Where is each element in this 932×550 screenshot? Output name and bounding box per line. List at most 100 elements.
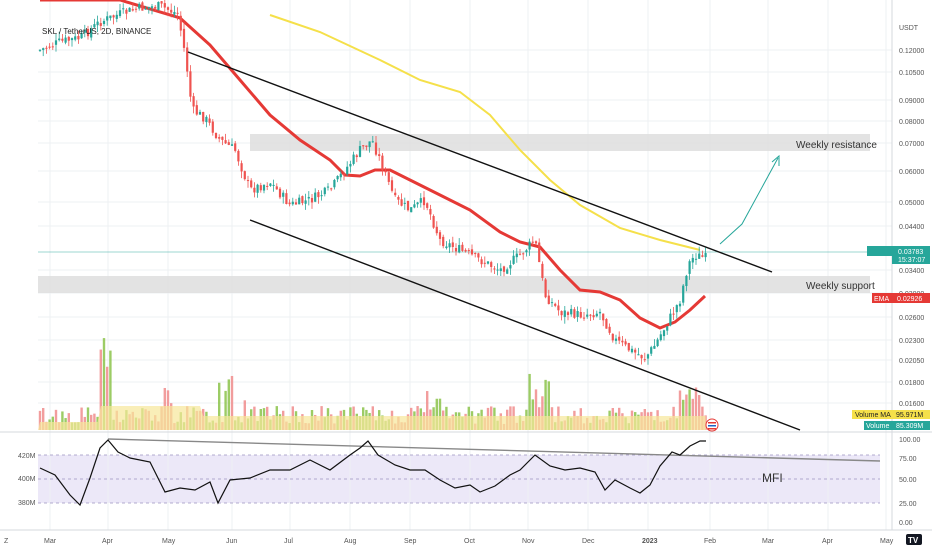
candle-body [186, 47, 189, 72]
candle-body [515, 253, 518, 258]
volume-bar [109, 350, 112, 430]
projection-arrow[interactable] [719, 157, 779, 245]
price-tick-label: 0.02050 [899, 358, 924, 365]
candle-body [618, 336, 621, 341]
mfi-trendline[interactable] [107, 438, 881, 462]
candle-body [403, 202, 406, 204]
time-tick-label: May [880, 538, 894, 545]
candle-body [368, 141, 371, 148]
volume-bar [38, 410, 42, 430]
channel-lower-line[interactable] [249, 219, 801, 431]
candle-body [611, 333, 614, 341]
candle-body [320, 195, 323, 197]
channel-upper-line[interactable] [187, 51, 773, 273]
candle-body [682, 285, 685, 303]
volume-bar [86, 407, 90, 430]
volume-bar [99, 349, 102, 430]
price-tick-label: 0.02600 [899, 315, 924, 322]
timezone-icon[interactable]: Z [4, 538, 9, 545]
price-candles [38, 0, 707, 365]
candle-body [230, 144, 234, 146]
candle-body [602, 313, 605, 321]
candle-body [278, 188, 282, 198]
price-tick-label: 0.10500 [899, 70, 924, 77]
price-pane[interactable] [0, 0, 892, 432]
candle-body [595, 313, 598, 317]
candle-body [589, 314, 592, 316]
volume-bar [694, 387, 698, 430]
candle-body [166, 7, 170, 10]
candle-body [371, 141, 374, 143]
flag-icon[interactable] [705, 418, 719, 432]
candle-body [477, 253, 480, 258]
mfi-axis-ticks[interactable]: 100.00 75.00 50.00 25.00 0.00 [899, 437, 921, 527]
volume-tag-title: Volume [866, 423, 889, 430]
candle-body [102, 20, 106, 25]
candle-body [96, 21, 99, 26]
candle-body [134, 8, 138, 10]
candle-body [387, 172, 390, 182]
volume-bar [685, 394, 688, 430]
price-tick-label: 0.09000 [899, 98, 924, 105]
candle-body [685, 275, 688, 287]
volume-bar [218, 382, 221, 430]
candle-body [474, 253, 477, 255]
candle-body [218, 137, 221, 139]
candle-body [326, 186, 330, 188]
candle-body [416, 202, 419, 205]
candle-body [182, 28, 186, 48]
volume-bar [528, 373, 531, 430]
candle-body [445, 246, 448, 249]
moving-average-yellow [269, 14, 701, 251]
candle-body [80, 33, 83, 39]
volume-bar [688, 389, 691, 430]
candle-body [442, 236, 445, 247]
candle-body [579, 311, 582, 318]
time-tick-label: Jul [284, 538, 293, 545]
candle-body [461, 244, 464, 251]
symbol-title[interactable]: SKL / TetherUS, 2D, BINANCE [42, 27, 151, 36]
candle-body [259, 185, 262, 191]
time-axis-ticks[interactable]: Mar Apr May Jun Jul Aug Sep Oct Nov Dec 2023 Feb Mar… [44, 538, 894, 545]
price-tick-label: 0.01800 [899, 380, 924, 387]
candle-body [362, 145, 365, 147]
candle-body [195, 105, 198, 115]
weekly-resistance-zone[interactable] [250, 134, 870, 151]
candle-body [531, 241, 534, 243]
candle-body [58, 38, 61, 41]
candle-body [294, 202, 298, 205]
candle-body [304, 200, 307, 204]
candle-body [141, 2, 144, 11]
volume-bar [534, 389, 538, 430]
candle-body [339, 173, 342, 178]
candle-body [323, 187, 326, 195]
candle-body [499, 268, 502, 272]
candle-body [406, 200, 410, 211]
candle-body [605, 319, 608, 329]
weekly-resistance-label: Weekly resistance [796, 140, 877, 151]
candle-body [563, 310, 566, 317]
mfi-tick-label: 25.00 [899, 501, 917, 508]
candle-body [394, 192, 397, 196]
candle-body [157, 1, 160, 11]
candle-body [330, 188, 333, 190]
candle-body [698, 253, 701, 259]
weekly-support-zone[interactable] [38, 276, 870, 293]
candle-body [512, 255, 515, 264]
candle-body [272, 184, 275, 186]
weekly-support-label: Weekly support [806, 281, 875, 292]
candle-body [432, 216, 435, 228]
candle-body [160, 1, 163, 4]
candle-body [522, 253, 525, 255]
candle-body [301, 196, 304, 204]
candle-body [458, 245, 461, 253]
candle-body [128, 7, 131, 12]
candle-body [374, 142, 378, 155]
mfi-line [39, 439, 706, 507]
mfi-tick-label: 0.00 [899, 520, 913, 527]
volume-bar [678, 390, 682, 430]
candle-body [61, 38, 64, 41]
volume-value: 85.309M [896, 423, 923, 430]
